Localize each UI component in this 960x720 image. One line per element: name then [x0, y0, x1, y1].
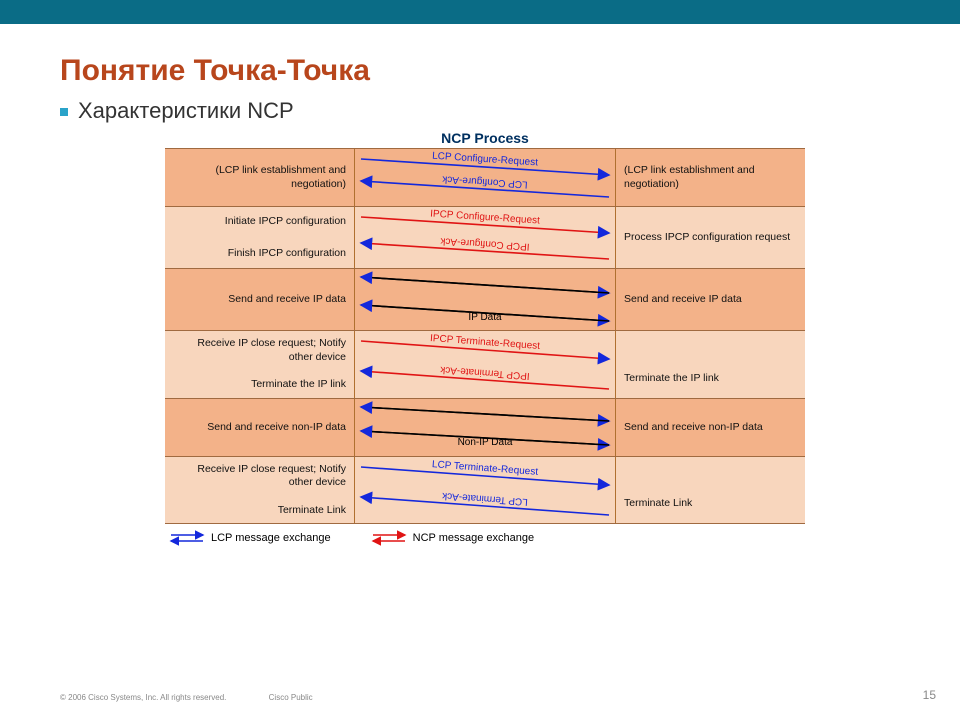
col-left: Receive IP close request; Notify other d… [165, 457, 355, 523]
top-bar [0, 0, 960, 24]
col-right: Terminate the IP link [615, 331, 805, 398]
footer-copyright: © 2006 Cisco Systems, Inc. All rights re… [60, 693, 226, 702]
segment-label: Receive IP close request; Notify other d… [173, 463, 346, 489]
sequence-row: Initiate IPCP configuration Finish IPCP … [165, 206, 805, 268]
legend-lcp: LCP message exchange [169, 530, 331, 546]
col-right: (LCP link establishment and negotiation) [615, 149, 805, 206]
segment-label: Terminate Link [624, 497, 692, 510]
segment-label: Send and receive IP data [228, 293, 346, 306]
panel-title: NCP Process [165, 130, 805, 146]
sequence-row: Send and receive non-IP data Non-IP Data S… [165, 398, 805, 456]
sequence-row: (LCP link establishment and negotiation)… [165, 148, 805, 206]
col-right: Terminate Link [615, 457, 805, 523]
segment-label [343, 490, 346, 503]
col-left: (LCP link establishment and negotiation) [165, 149, 355, 206]
legend: LCP message exchange NCP message exchang… [165, 530, 805, 546]
sequence-rows: (LCP link establishment and negotiation)… [165, 148, 805, 524]
col-right: Send and receive IP data [615, 269, 805, 330]
sequence-row: Receive IP close request; Notify other d… [165, 456, 805, 524]
sequence-row: Receive IP close request; Notify other d… [165, 330, 805, 398]
message-label: IP Data [468, 312, 501, 323]
message-lane: IPCP Terminate-RequestIPCP Terminate-Ack [355, 331, 615, 398]
segment-label: Terminate Link [278, 504, 346, 517]
slide-body: Понятие Точка-Точка Характеристики NCP N… [0, 24, 960, 720]
segment-label: Terminate the IP link [251, 378, 346, 391]
legend-lcp-icon [169, 530, 205, 546]
page-number: 15 [923, 688, 936, 702]
message-lane: IPCP Configure-RequestIPCP Configure-Ack [355, 207, 615, 268]
legend-lcp-label: LCP message exchange [211, 532, 331, 544]
bullet-marker [60, 108, 68, 116]
slide-bullet: Характеристики NCP [60, 98, 910, 124]
message-lane: LCP Configure-RequestLCP Configure-Ack [355, 149, 615, 206]
segment-label [343, 231, 346, 244]
sequence-row: Send and receive IP data IP Data Send and … [165, 268, 805, 330]
segment-label: Finish IPCP configuration [228, 247, 346, 260]
message-lane: Non-IP Data [355, 399, 615, 456]
segment-label: Send and receive non-IP data [207, 421, 346, 434]
ncp-panel: NCP Process (LCP link establishment and … [165, 130, 805, 546]
col-left: Send and receive non-IP data [165, 399, 355, 456]
segment-label: Send and receive non-IP data [624, 421, 763, 434]
legend-ncp-icon [371, 530, 407, 546]
footer: © 2006 Cisco Systems, Inc. All rights re… [60, 693, 313, 702]
footer-tag: Cisco Public [269, 693, 313, 702]
col-left: Send and receive IP data [165, 269, 355, 330]
segment-label: (LCP link establishment and negotiation) [624, 164, 797, 190]
col-left: Initiate IPCP configuration Finish IPCP … [165, 207, 355, 268]
segment-label [343, 364, 346, 377]
segment-label: Receive IP close request; Notify other d… [173, 337, 346, 363]
segment-label: Process IPCP configuration request [624, 231, 790, 244]
segment-label [624, 344, 627, 357]
slide-title: Понятие Точка-Точка [60, 54, 910, 88]
message-lane: LCP Terminate-RequestLCP Terminate-Ack [355, 457, 615, 523]
segment-label [624, 470, 627, 483]
segment-label: Initiate IPCP configuration [225, 215, 346, 228]
col-left: Receive IP close request; Notify other d… [165, 331, 355, 398]
legend-ncp-label: NCP message exchange [413, 532, 534, 544]
legend-ncp: NCP message exchange [371, 530, 534, 546]
segment-label: (LCP link establishment and negotiation) [173, 164, 346, 190]
message-lane: IP Data [355, 269, 615, 330]
segment-label: Send and receive IP data [624, 293, 742, 306]
col-right: Send and receive non-IP data [615, 399, 805, 456]
col-right: Process IPCP configuration request [615, 207, 805, 268]
bullet-text: Характеристики NCP [78, 98, 294, 123]
message-label: Non-IP Data [458, 437, 513, 448]
segment-label: Terminate the IP link [624, 372, 719, 385]
